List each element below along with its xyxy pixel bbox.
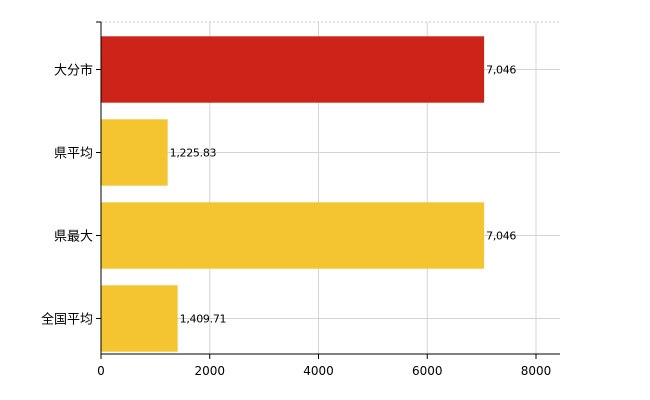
value-label: 1,409.71 — [180, 313, 227, 326]
bars — [101, 36, 485, 352]
category-label: 大分市 — [54, 63, 93, 79]
x-tick-label: 4000 — [303, 364, 334, 378]
x-tick-label: 8000 — [521, 364, 552, 378]
x-tick-label: 0 — [97, 364, 105, 378]
value-labels: 7,046 1,225.83 7,046 1,409.71 — [170, 64, 517, 326]
bar — [101, 285, 178, 352]
bar — [101, 119, 168, 186]
category-label: 県最大 — [54, 230, 93, 245]
value-label: 7,046 — [486, 64, 516, 77]
x-ticks: 0 2000 4000 6000 8000 — [96, 21, 552, 378]
category-label: 全国平均 — [41, 312, 93, 328]
bar — [101, 202, 485, 269]
category-label: 県平均 — [54, 147, 93, 162]
bar — [101, 36, 485, 103]
x-tick-label: 2000 — [194, 364, 225, 378]
axes — [100, 22, 560, 355]
value-label: 7,046 — [486, 230, 516, 243]
x-tick-label: 6000 — [412, 364, 443, 378]
value-label: 1,225.83 — [170, 147, 217, 160]
